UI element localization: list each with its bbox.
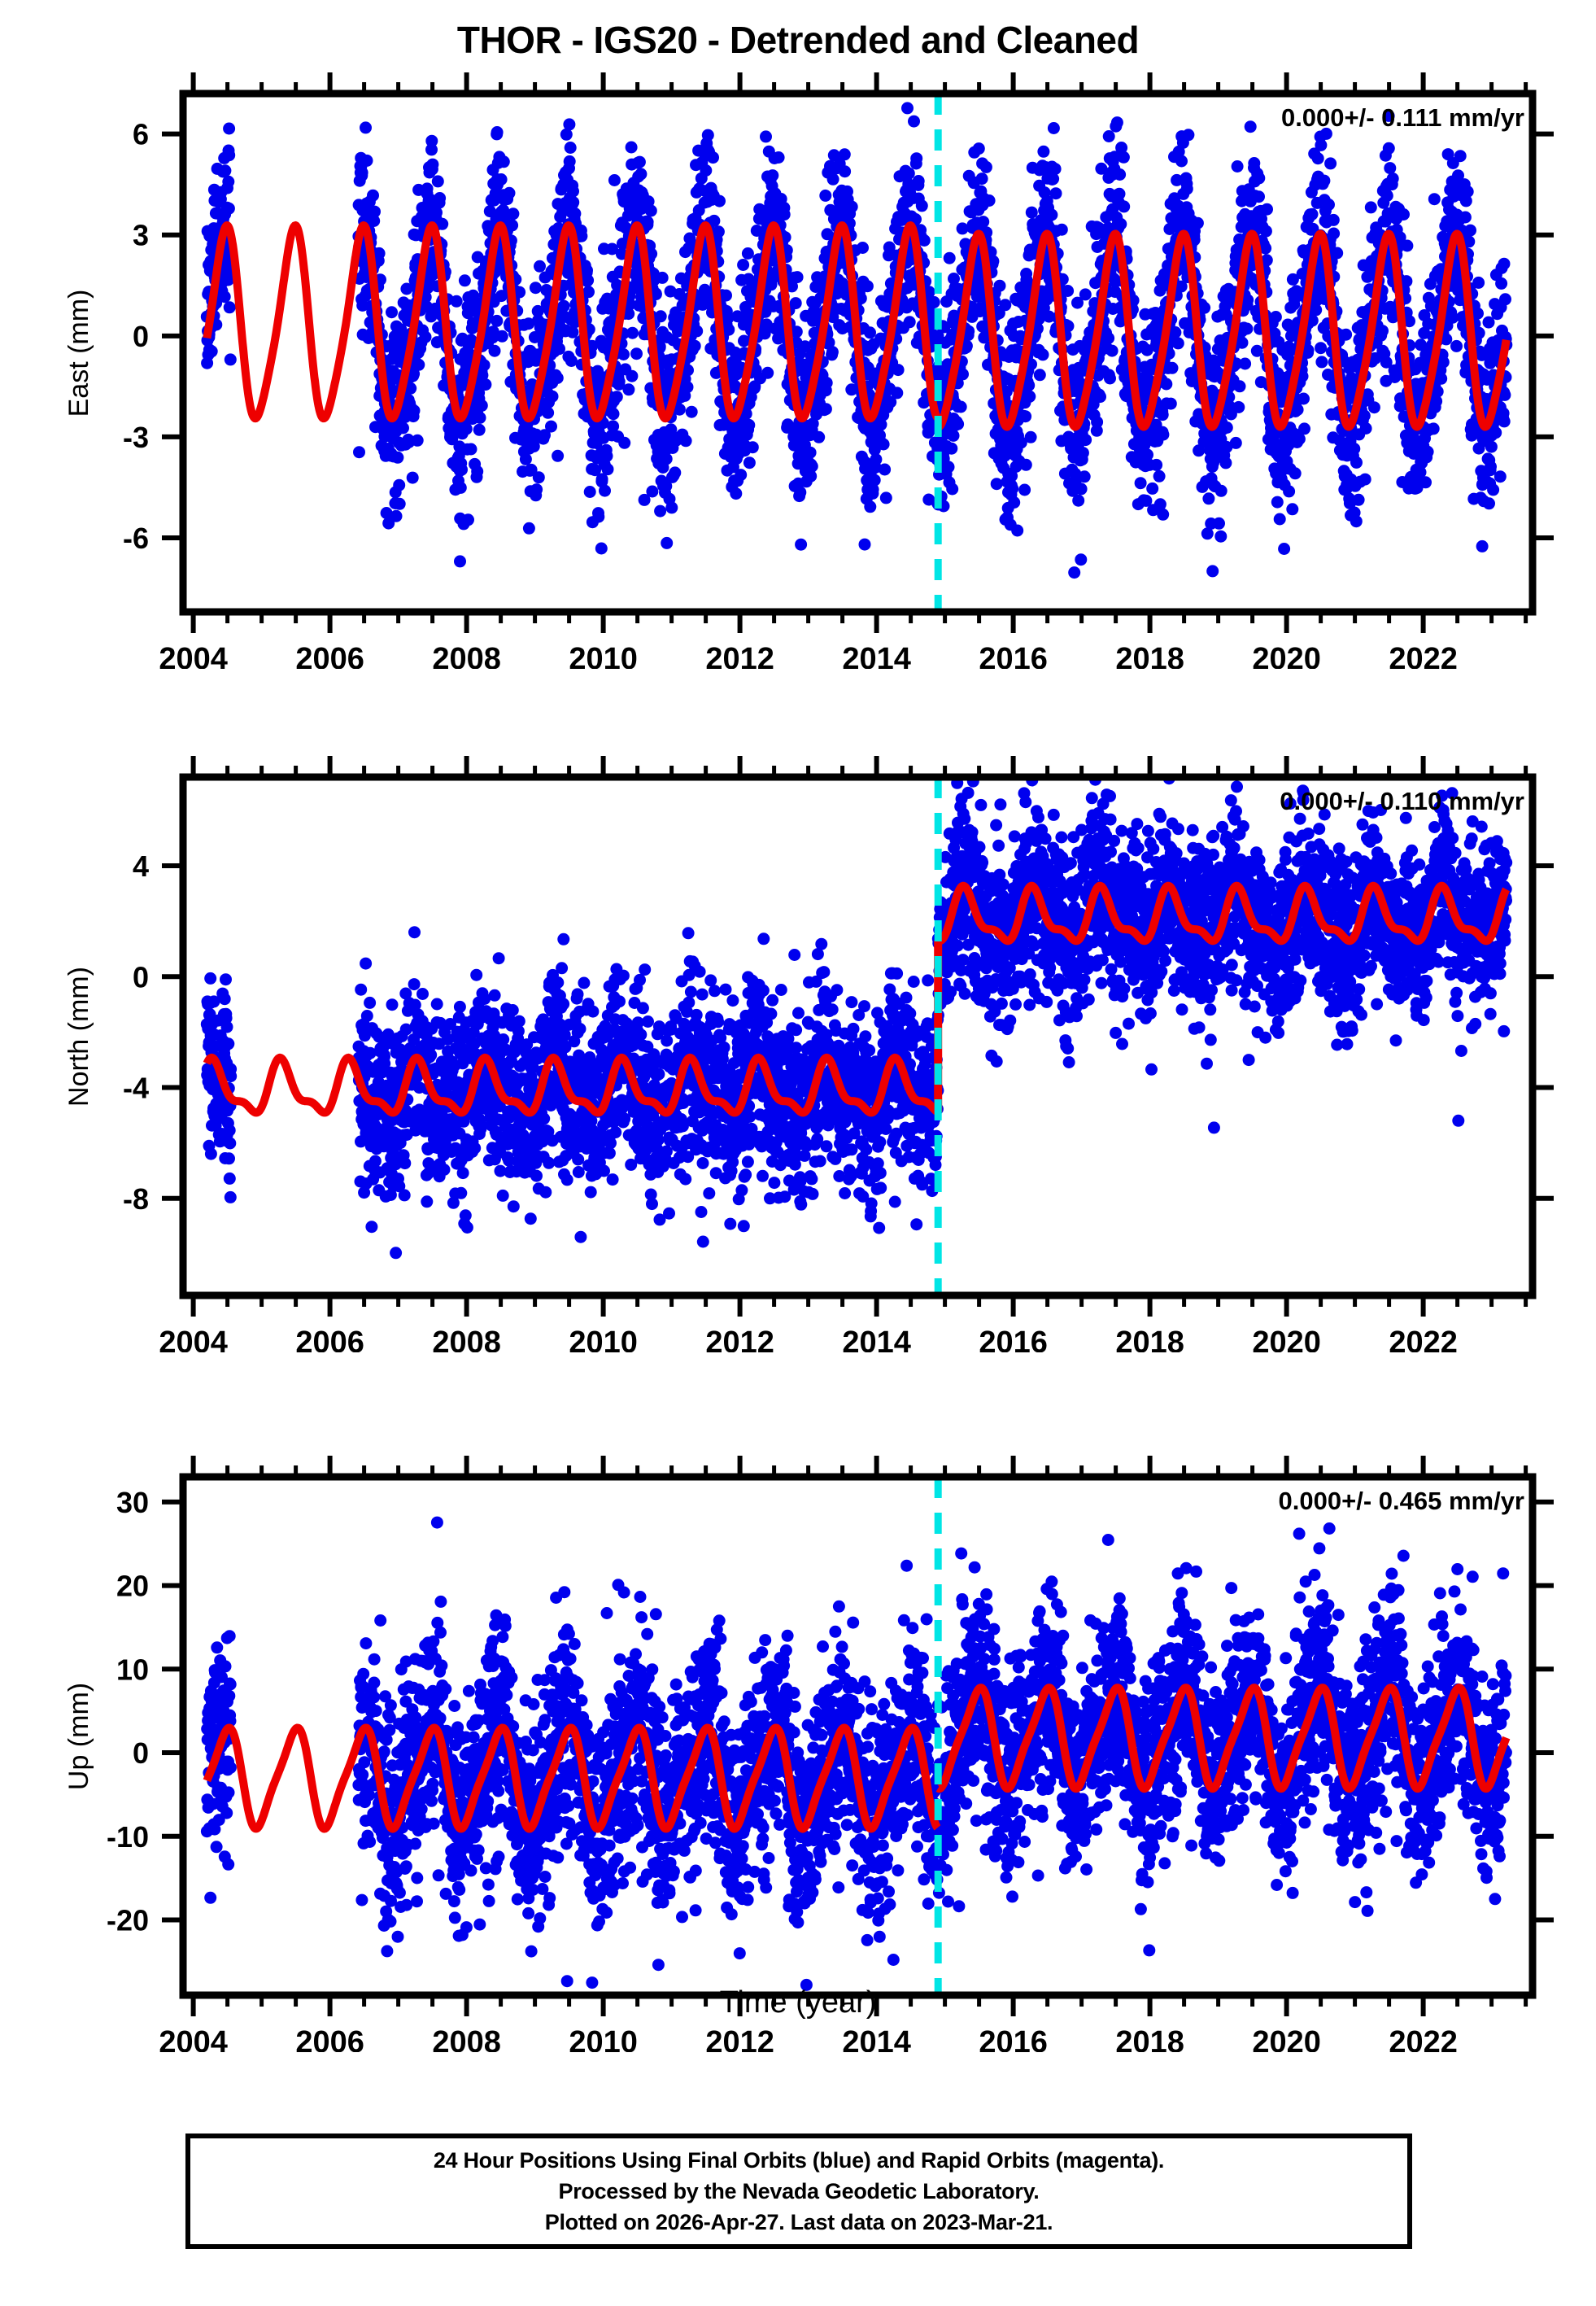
scatter-points xyxy=(200,777,1513,1295)
footer-caption-box: 24 Hour Positions Using Final Orbits (bl… xyxy=(185,2133,1412,2249)
y-axis: 4 0 -4 -8 xyxy=(123,849,1554,1216)
x-tick-label: 2014 xyxy=(842,2025,911,2052)
panel-east: 2004 2006 2008 2010 2012 2014 2016 2018 2020 2022… xyxy=(0,49,1596,669)
y-tick-label: 10 xyxy=(116,1653,149,1686)
x-tick-label: 2022 xyxy=(1389,642,1458,669)
x-axis-title: Time (year) xyxy=(719,1985,877,2020)
x-tick-label: 2004 xyxy=(159,1326,228,1352)
y-tick-label: -3 xyxy=(123,421,149,454)
rate-annotation-north: 0.000+/- 0.110 mm/yr xyxy=(1280,787,1524,815)
x-tick-label: 2010 xyxy=(569,2025,638,2052)
rate-annotation-east: 0.000+/- 0.111 mm/yr xyxy=(1280,103,1524,132)
model-curve-post-event xyxy=(935,1684,1511,1793)
y-axis: 30 20 10 0 -10 -20 xyxy=(107,1486,1554,1937)
x-tick-label: 2022 xyxy=(1389,1326,1458,1352)
y-tick-label: 0 xyxy=(133,320,149,353)
footer-line-2: Processed by the Nevada Geodetic Laborat… xyxy=(558,2178,1040,2203)
y-tick-label: -20 xyxy=(107,1904,149,1937)
y-tick-label: 3 xyxy=(133,219,149,252)
x-tick-label: 2018 xyxy=(1115,642,1184,669)
y-tick-label: -4 xyxy=(123,1072,149,1105)
x-axis: 2004 2006 2008 2010 2012 2014 2016 2018 2020 2022 xyxy=(159,1456,1528,2052)
x-tick-label: 2012 xyxy=(705,2025,774,2052)
x-axis: 2004 2006 2008 2010 2012 2014 2016 2018 2020 2022 xyxy=(159,72,1528,669)
x-tick-label: 2006 xyxy=(295,2025,364,2052)
x-tick-label: 2006 xyxy=(295,642,364,669)
x-tick-label: 2006 xyxy=(295,1326,364,1352)
x-tick-label: 2008 xyxy=(432,642,501,669)
chart-north: 2004 2006 2008 2010 2012 2014 2016 2018 2020 2022… xyxy=(123,756,1554,1352)
data-layer xyxy=(200,777,1513,1295)
x-tick-label: 2004 xyxy=(159,642,228,669)
y-tick-label: 4 xyxy=(133,849,149,883)
y-tick-label: -6 xyxy=(123,522,149,555)
model-curve-pre-event xyxy=(203,1053,940,1117)
model-curve-pre-event xyxy=(203,221,941,423)
y-tick-label: -10 xyxy=(107,1820,149,1854)
x-axis: 2004 2006 2008 2010 2012 2014 2016 2018 2020 2022 xyxy=(159,756,1528,1352)
footer-line-3: Plotted on 2026-Apr-27. Last data on 202… xyxy=(544,2210,1053,2235)
y-axis-title-east: East (mm) xyxy=(63,289,94,417)
model-curve-post-event xyxy=(936,229,1511,431)
y-tick-label: 6 xyxy=(133,118,149,151)
footer-line-1: 24 Hour Positions Using Final Orbits (bl… xyxy=(433,2147,1165,2173)
x-tick-label: 2014 xyxy=(842,642,911,669)
y-tick-label: 30 xyxy=(116,1486,149,1519)
x-tick-label: 2010 xyxy=(569,642,638,669)
x-tick-label: 2020 xyxy=(1252,2025,1321,2052)
y-tick-label: 20 xyxy=(116,1570,149,1603)
y-tick-label: -8 xyxy=(123,1182,149,1216)
panel-north: 2004 2006 2008 2010 2012 2014 2016 2018 2020 2022… xyxy=(0,732,1596,1352)
x-tick-label: 2012 xyxy=(705,642,774,669)
x-tick-label: 2016 xyxy=(979,642,1048,669)
y-tick-label: 0 xyxy=(133,1736,149,1770)
panel-up: 2004 2006 2008 2010 2012 2014 2016 2018 2020 2022… xyxy=(0,1432,1596,2052)
x-tick-label: 2018 xyxy=(1115,2025,1184,2052)
x-tick-label: 2008 xyxy=(432,1326,501,1352)
x-tick-label: 2016 xyxy=(979,2025,1048,2052)
y-axis-title-up: Up (mm) xyxy=(63,1682,94,1790)
y-tick-label: 0 xyxy=(133,960,149,994)
x-tick-label: 2014 xyxy=(842,1326,911,1352)
data-layer xyxy=(200,94,1513,612)
rate-annotation-up: 0.000+/- 0.465 mm/yr xyxy=(1278,1487,1524,1515)
data-layer xyxy=(200,1477,1512,1995)
chart-east: 2004 2006 2008 2010 2012 2014 2016 2018 2020 2022… xyxy=(123,72,1554,669)
model-curve-pre-event xyxy=(203,1723,941,1833)
plot-frame xyxy=(179,90,1537,616)
page-title: THOR - IGS20 - Detrended and Cleaned xyxy=(456,19,1140,61)
model-curve-post-event xyxy=(936,881,1511,946)
plot-frame xyxy=(179,773,1537,1299)
y-axis-title-north: North (mm) xyxy=(63,966,94,1107)
x-tick-label: 2004 xyxy=(159,2025,228,2052)
y-axis: 6 3 0 -3 -6 xyxy=(123,118,1554,555)
x-tick-label: 2018 xyxy=(1115,1326,1184,1352)
x-tick-label: 2020 xyxy=(1252,642,1321,669)
x-tick-label: 2022 xyxy=(1389,2025,1458,2052)
x-tick-label: 2016 xyxy=(979,1326,1048,1352)
x-tick-label: 2020 xyxy=(1252,1326,1321,1352)
plot-frame xyxy=(179,1473,1537,1999)
x-tick-label: 2012 xyxy=(705,1326,774,1352)
chart-up: 2004 2006 2008 2010 2012 2014 2016 2018 2020 2022… xyxy=(107,1456,1554,2052)
x-tick-label: 2010 xyxy=(569,1326,638,1352)
x-tick-label: 2008 xyxy=(432,2025,501,2052)
